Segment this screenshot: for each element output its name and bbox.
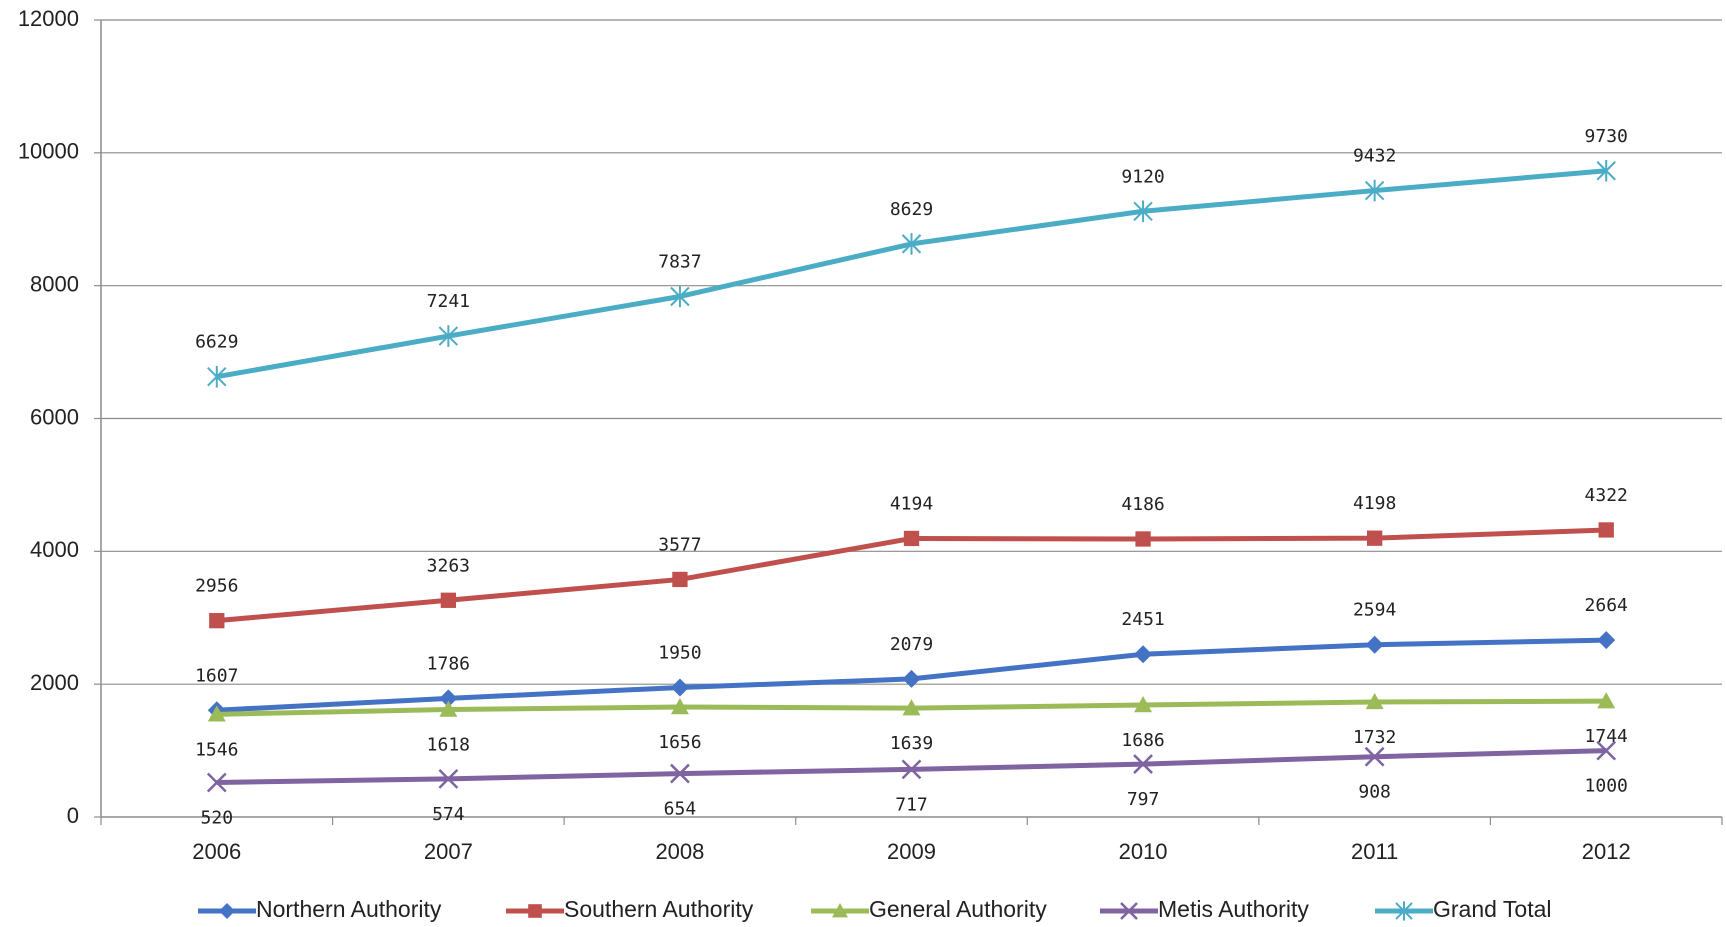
- data-label: 4322: [1585, 485, 1628, 506]
- y-tick-label: 2000: [30, 670, 79, 695]
- data-label: 7837: [658, 251, 701, 272]
- data-label: 7241: [427, 291, 470, 312]
- marker: [901, 233, 922, 255]
- x-tick-label: 2011: [1351, 839, 1398, 864]
- legend-label: Metis Authority: [1158, 896, 1309, 922]
- marker: [670, 678, 689, 697]
- marker: [1598, 522, 1614, 538]
- data-label: 9730: [1585, 126, 1628, 147]
- marker: [670, 285, 690, 308]
- marker: [207, 705, 226, 722]
- marker: [439, 689, 458, 708]
- data-label: 520: [201, 807, 234, 828]
- marker: [438, 768, 459, 789]
- marker: [206, 772, 227, 793]
- marker: [219, 903, 235, 919]
- legend-label: General Authority: [869, 896, 1047, 922]
- marker: [1120, 902, 1138, 920]
- series-line: [216, 748, 1607, 785]
- data-label: 9120: [1121, 166, 1164, 187]
- marker: [672, 571, 688, 588]
- data-label: 797: [1127, 789, 1160, 810]
- data-label: 4186: [1121, 494, 1164, 515]
- marker: [438, 325, 459, 347]
- marker: [1596, 740, 1617, 761]
- data-label: 9432: [1353, 146, 1396, 167]
- y-tick-label: 8000: [30, 271, 79, 296]
- data-label: 1546: [195, 739, 238, 760]
- data-label: 1732: [1353, 727, 1396, 748]
- data-label: 1618: [427, 735, 470, 756]
- data-label: 2079: [890, 634, 933, 655]
- data-label: 4194: [890, 493, 933, 514]
- legend-label: Southern Authority: [564, 896, 754, 922]
- marker: [1596, 159, 1616, 182]
- y-tick-label: 10000: [18, 139, 79, 164]
- marker: [207, 365, 227, 388]
- x-tick-label: 2009: [887, 839, 936, 864]
- legend-label: Northern Authority: [256, 896, 442, 922]
- data-label: 8629: [890, 199, 933, 220]
- data-label: 1744: [1585, 726, 1628, 747]
- data-label: 3263: [427, 555, 470, 576]
- marker: [1597, 692, 1616, 709]
- x-tick-label: 2008: [655, 839, 704, 864]
- data-label: 654: [664, 799, 697, 820]
- legend-label: Grand Total: [1433, 896, 1551, 922]
- data-label: 4198: [1353, 493, 1396, 514]
- x-tick-label: 2007: [424, 839, 473, 864]
- y-tick-label: 12000: [18, 6, 79, 31]
- data-label: 1686: [1121, 730, 1164, 751]
- marker: [1135, 531, 1151, 547]
- marker: [1364, 179, 1385, 202]
- marker: [528, 904, 542, 918]
- marker: [670, 763, 690, 784]
- marker: [1366, 530, 1383, 546]
- x-tick-label: 2012: [1582, 839, 1631, 864]
- data-label: 2956: [195, 576, 238, 597]
- data-label: 1786: [427, 653, 470, 674]
- data-label: 3577: [658, 534, 701, 555]
- data-label: 1950: [658, 642, 701, 663]
- data-label: 717: [895, 794, 928, 815]
- marker: [1365, 635, 1384, 654]
- marker: [1597, 631, 1616, 650]
- marker: [209, 613, 225, 629]
- data-label: 1607: [195, 665, 238, 686]
- marker: [832, 903, 848, 918]
- data-label: 1639: [890, 733, 933, 754]
- marker: [670, 698, 689, 715]
- marker: [1364, 746, 1385, 767]
- y-tick-label: 4000: [30, 537, 79, 562]
- data-label: 2451: [1121, 609, 1164, 630]
- marker: [1365, 692, 1384, 710]
- data-label: 2664: [1585, 595, 1628, 616]
- marker: [1133, 200, 1153, 223]
- data-label: 1656: [658, 732, 701, 753]
- data-label: 2594: [1353, 600, 1396, 621]
- marker: [439, 700, 458, 717]
- y-tick-label: 0: [67, 803, 79, 828]
- x-tick-label: 2006: [192, 839, 241, 864]
- data-label: 1000: [1585, 776, 1628, 797]
- data-label: 6629: [195, 332, 238, 353]
- marker: [901, 759, 922, 780]
- data-label: 574: [432, 804, 465, 825]
- marker: [1134, 696, 1153, 713]
- data-label: 908: [1358, 782, 1391, 803]
- x-tick-label: 2010: [1119, 839, 1168, 864]
- marker: [902, 699, 921, 716]
- y-tick-label: 6000: [30, 404, 79, 429]
- marker: [903, 530, 920, 547]
- marker: [902, 669, 921, 688]
- marker: [1134, 645, 1153, 664]
- marker: [440, 592, 457, 608]
- marker: [1395, 901, 1413, 921]
- marker: [1133, 754, 1153, 774]
